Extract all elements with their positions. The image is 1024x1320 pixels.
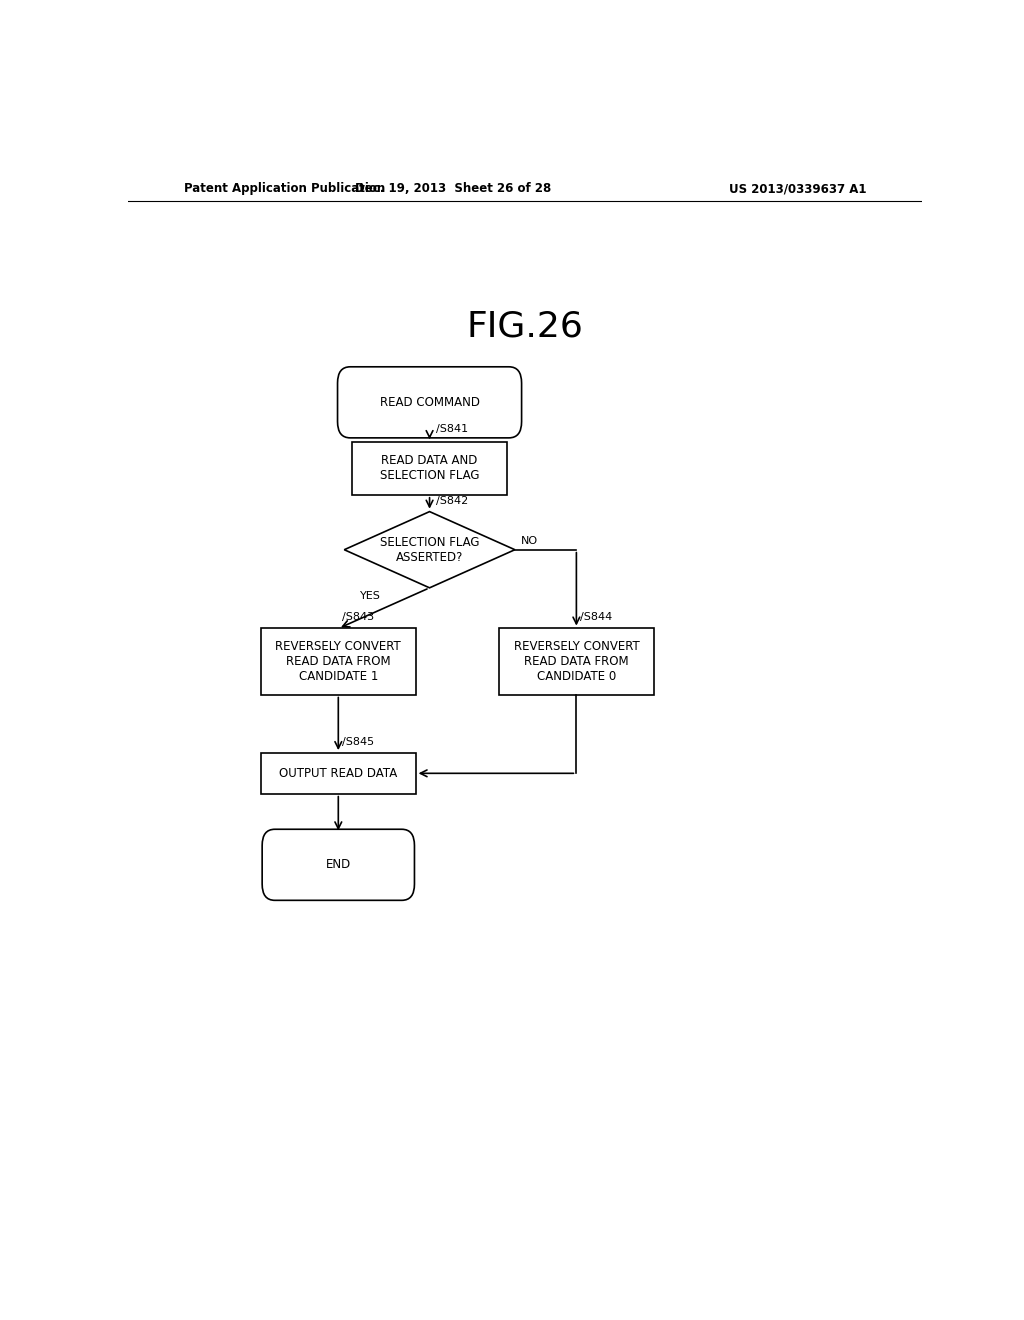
Text: YES: YES	[359, 591, 381, 601]
FancyBboxPatch shape	[338, 367, 521, 438]
Text: Dec. 19, 2013  Sheet 26 of 28: Dec. 19, 2013 Sheet 26 of 28	[355, 182, 552, 195]
Bar	[352, 442, 507, 495]
Text: ∕S843: ∕S843	[342, 612, 375, 623]
Text: FIG.26: FIG.26	[466, 309, 584, 343]
Text: READ COMMAND: READ COMMAND	[380, 396, 479, 409]
Text: NO: NO	[521, 536, 539, 545]
Text: Patent Application Publication: Patent Application Publication	[183, 182, 385, 195]
Text: READ DATA AND
SELECTION FLAG: READ DATA AND SELECTION FLAG	[380, 454, 479, 482]
Text: US 2013/0339637 A1: US 2013/0339637 A1	[728, 182, 866, 195]
Text: SELECTION FLAG
ASSERTED?: SELECTION FLAG ASSERTED?	[380, 536, 479, 564]
Bar	[499, 628, 653, 694]
Text: ∕S841: ∕S841	[436, 424, 468, 434]
Text: END: END	[326, 858, 351, 871]
Text: ∕S844: ∕S844	[581, 612, 612, 623]
Bar	[261, 628, 416, 694]
Bar	[261, 752, 416, 793]
Text: REVERSELY CONVERT
READ DATA FROM
CANDIDATE 1: REVERSELY CONVERT READ DATA FROM CANDIDA…	[275, 640, 401, 682]
Text: ∕S842: ∕S842	[436, 495, 468, 506]
Text: ∕S845: ∕S845	[342, 737, 375, 747]
Text: OUTPUT READ DATA: OUTPUT READ DATA	[280, 767, 397, 780]
Text: REVERSELY CONVERT
READ DATA FROM
CANDIDATE 0: REVERSELY CONVERT READ DATA FROM CANDIDA…	[513, 640, 639, 682]
Polygon shape	[344, 512, 515, 587]
FancyBboxPatch shape	[262, 829, 415, 900]
